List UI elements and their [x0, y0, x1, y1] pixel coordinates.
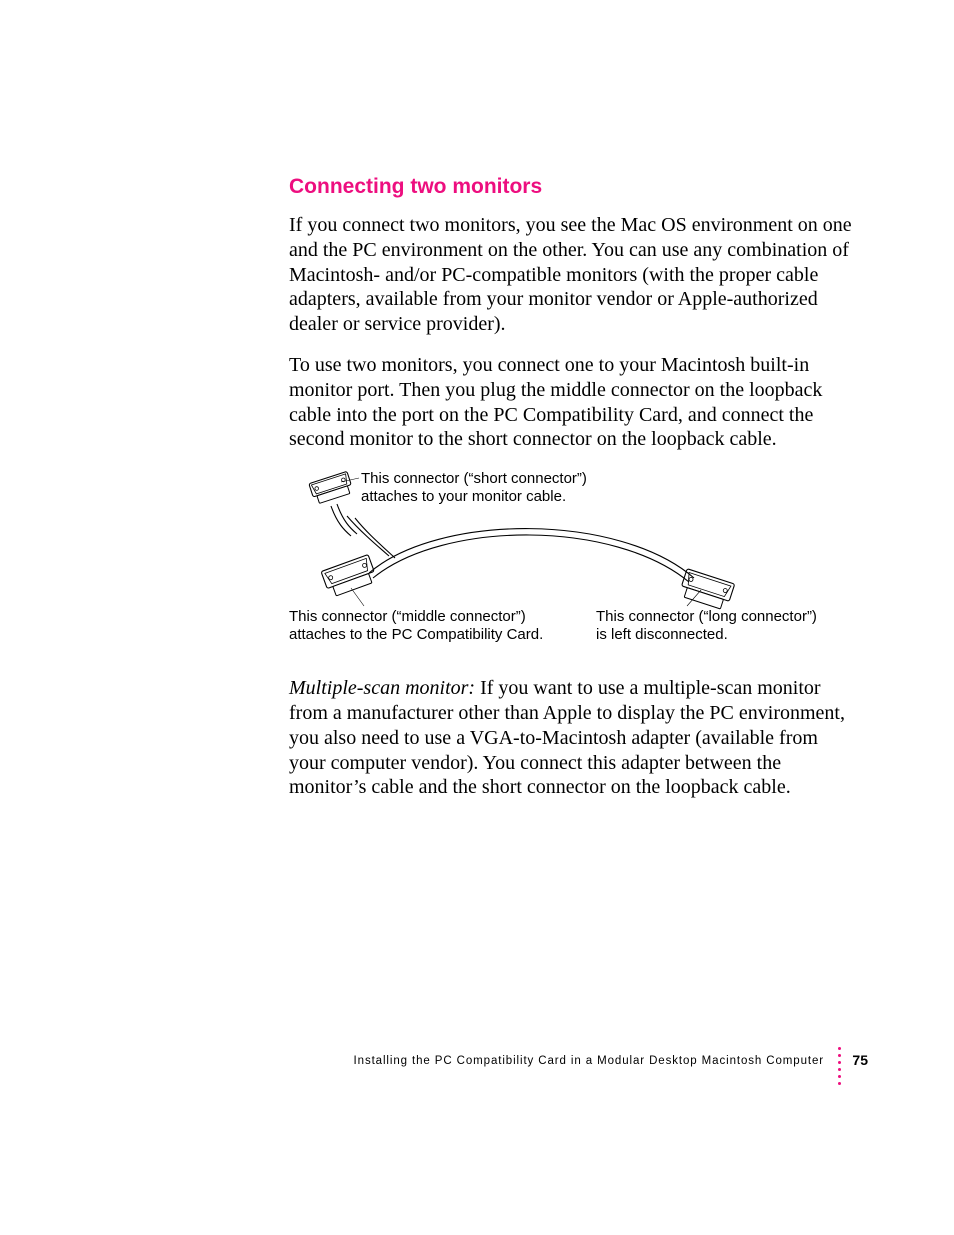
caption-long: This connector (“long connector”) is lef… — [596, 608, 817, 645]
caption-long-l2: is left disconnected. — [596, 626, 728, 643]
caption-short: This connector (“short connector”) attac… — [361, 470, 587, 507]
paragraph-2: To use two monitors, you connect one to … — [289, 353, 859, 452]
caption-middle-l1: This connector (“middle connector”) — [289, 608, 526, 625]
cable-arc-inner — [373, 535, 689, 582]
caption-middle: This connector (“middle connector”) atta… — [289, 608, 543, 645]
footer-chapter: Installing the PC Compatibility Card in … — [354, 1055, 824, 1067]
cable-short-stub-2 — [337, 504, 357, 534]
cable-branch-inner — [355, 518, 395, 558]
pointer-middle — [351, 588, 364, 606]
paragraph-1: If you connect two monitors, you see the… — [289, 213, 859, 337]
section-heading: Connecting two monitors — [289, 175, 859, 199]
note-paragraph: Multiple-scan monitor: If you want to us… — [289, 676, 859, 800]
footer-dots — [838, 1043, 842, 1089]
cable-branch-outer — [347, 516, 389, 556]
caption-short-l2: attaches to your monitor cable. — [361, 488, 566, 505]
cable-diagram: This connector (“short connector”) attac… — [289, 468, 849, 658]
page: Connecting two monitors If you connect t… — [0, 0, 954, 1235]
note-lead: Multiple-scan monitor: — [289, 677, 475, 699]
middle-connector-icon — [321, 555, 378, 598]
caption-long-l1: This connector (“long connector”) — [596, 608, 817, 625]
caption-short-l1: This connector (“short connector”) — [361, 470, 587, 487]
short-connector-icon — [309, 472, 354, 505]
caption-middle-l2: attaches to the PC Compatibility Card. — [289, 626, 543, 643]
long-connector-icon — [678, 569, 734, 611]
cable-short-stub — [331, 506, 351, 536]
page-footer: Installing the PC Compatibility Card in … — [0, 1055, 954, 1075]
page-number: 75 — [852, 1052, 868, 1068]
content-column: Connecting two monitors If you connect t… — [289, 175, 859, 816]
